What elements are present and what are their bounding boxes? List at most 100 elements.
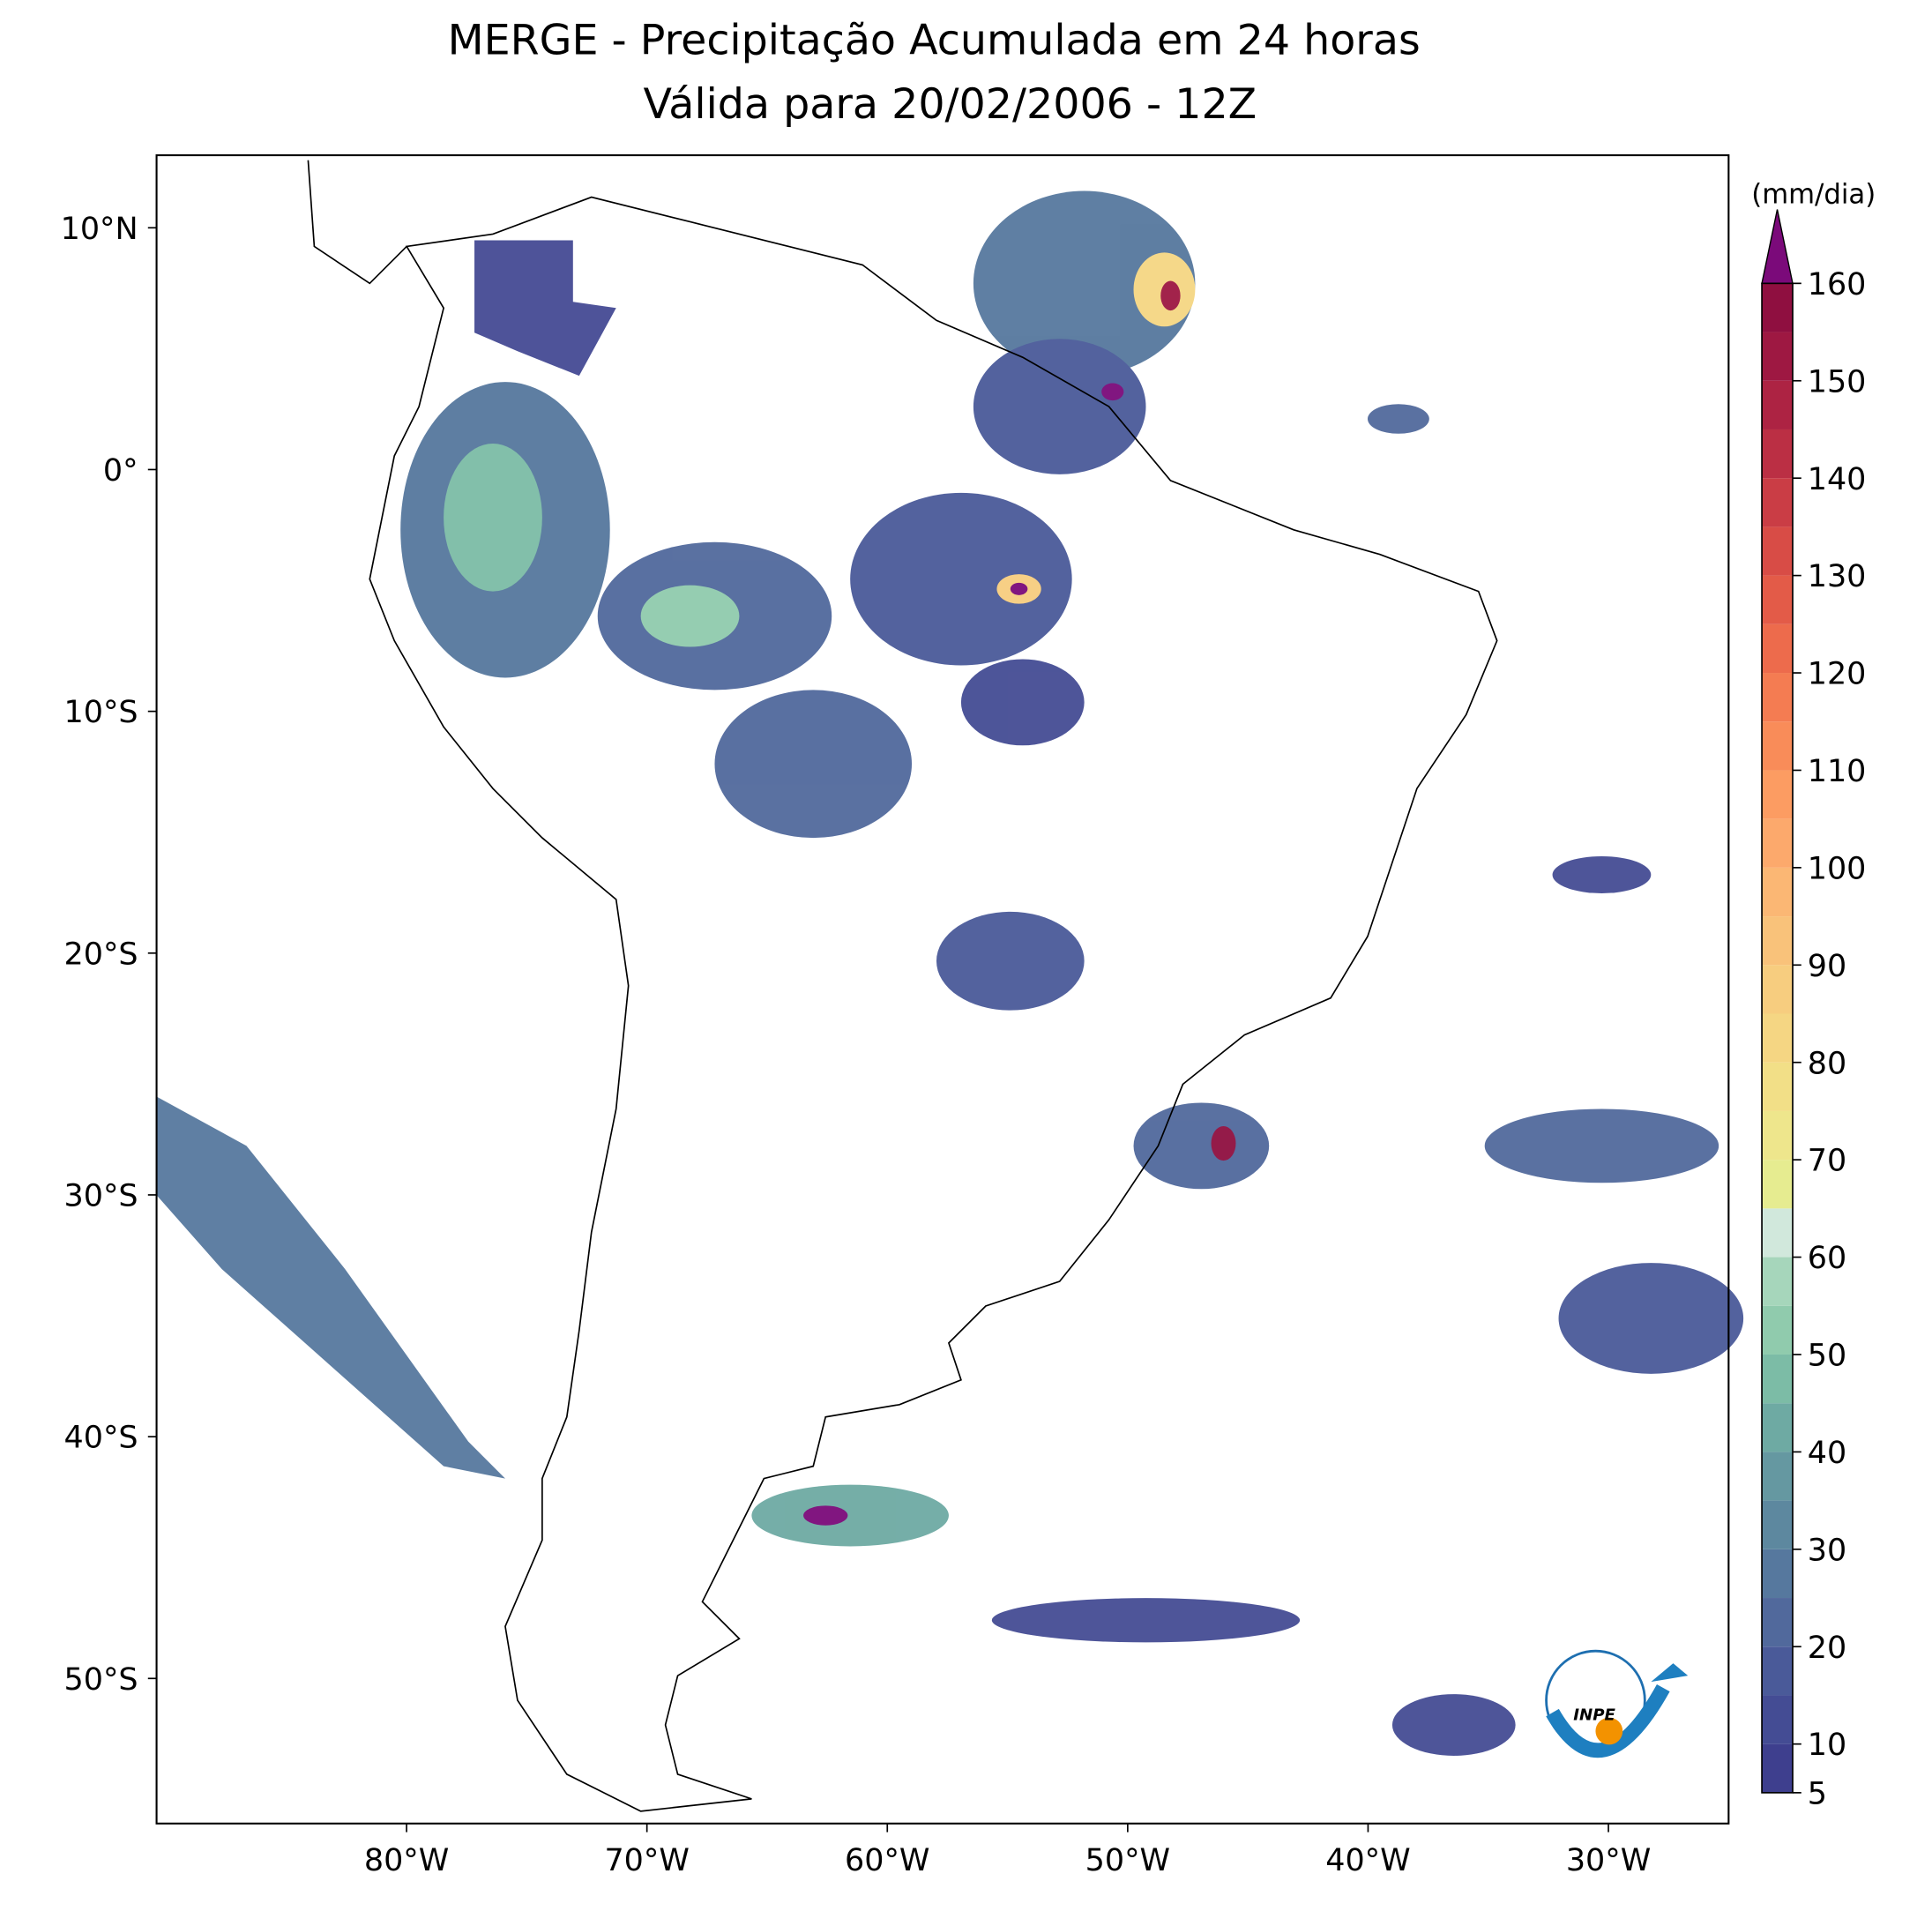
- colorbar-band: [1762, 623, 1793, 674]
- precip-area: [751, 1484, 949, 1547]
- colorbar-band: [1762, 1743, 1793, 1793]
- precip-area: [960, 659, 1085, 746]
- logo-arrowhead: [1651, 1663, 1689, 1683]
- logo-text: INPE: [1573, 1706, 1615, 1724]
- precip-area: [850, 492, 1072, 666]
- chart-subtitle: Válida para 20/02/2006 - 12Z: [643, 80, 1257, 129]
- x-tick-label: 30°W: [1566, 1843, 1651, 1878]
- colorbar-tick-label: 80: [1808, 1046, 1846, 1081]
- x-tick-label: 50°W: [1085, 1843, 1170, 1878]
- colorbar-tick-label: 120: [1808, 657, 1867, 692]
- precip-area: [714, 690, 913, 839]
- precip-area: [973, 190, 1196, 377]
- colorbar-band: [1762, 867, 1793, 917]
- colorbar-band: [1762, 1403, 1793, 1452]
- precip-area: [1101, 383, 1124, 401]
- x-tick-label: 40°W: [1325, 1843, 1410, 1878]
- x-tick-label: 80°W: [364, 1843, 449, 1878]
- map-frame: [155, 153, 1730, 1825]
- colorbar-band: [1762, 526, 1793, 576]
- colorbar-band: [1762, 673, 1793, 722]
- colorbar-band: [1762, 1500, 1793, 1549]
- colorbar-tick-label: 40: [1808, 1436, 1846, 1471]
- colorbar-tick-label: 110: [1808, 754, 1867, 789]
- colorbar-label: (mm/dia): [1751, 179, 1876, 211]
- precip-area: [1133, 1102, 1270, 1190]
- precip-area: [803, 1505, 848, 1526]
- colorbar-tick-label: 150: [1808, 364, 1867, 399]
- colorbar-band: [1762, 721, 1793, 771]
- colorbar-tick-label: 30: [1808, 1533, 1846, 1568]
- precip-area: [1160, 280, 1181, 311]
- colorbar-band: [1762, 1305, 1793, 1355]
- y-tick-label: 0°: [103, 453, 138, 489]
- precip-area: [444, 443, 542, 592]
- colorbar-band: [1762, 1062, 1793, 1111]
- colorbar-band: [1762, 1646, 1793, 1696]
- x-tick-label: 70°W: [604, 1843, 689, 1878]
- precip-area: [1484, 1109, 1719, 1183]
- colorbar-band: [1762, 1160, 1793, 1209]
- colorbar-band: [1762, 1598, 1793, 1647]
- colorbar-band: [1762, 283, 1793, 332]
- chart-title: MERGE - Precipitação Acumulada em 24 hor…: [448, 16, 1421, 64]
- precip-area: [973, 339, 1146, 474]
- colorbar-tick-label: 70: [1808, 1144, 1846, 1179]
- precip-area: [156, 1096, 505, 1479]
- colorbar-band: [1762, 916, 1793, 966]
- precip-area: [1558, 1263, 1744, 1374]
- precip-area: [1010, 582, 1028, 595]
- precip-area: [1552, 856, 1652, 893]
- y-tick-label: 10°N: [61, 212, 138, 247]
- x-tick-label: 60°W: [845, 1843, 929, 1878]
- colorbar-band: [1762, 429, 1793, 479]
- colorbar-band: [1762, 380, 1793, 429]
- precip-area: [1211, 1126, 1236, 1161]
- colorbar-tick-label: 20: [1808, 1631, 1846, 1666]
- colorbar-band: [1762, 332, 1793, 381]
- colorbar-tick-label: 130: [1808, 559, 1867, 594]
- precip-area: [474, 240, 616, 377]
- colorbar-band: [1762, 770, 1793, 819]
- precip-area: [1367, 404, 1429, 434]
- y-tick-label: 20°S: [64, 937, 138, 972]
- precip-area: [936, 911, 1085, 1011]
- colorbar-tick-label: 140: [1808, 462, 1867, 497]
- colorbar-tick-label: 100: [1808, 851, 1867, 886]
- precip-area: [640, 585, 740, 647]
- colorbar-band: [1762, 1452, 1793, 1501]
- colorbar-band: [1762, 1257, 1793, 1306]
- logo-dot: [1595, 1717, 1623, 1745]
- colorbar-tick-label: 50: [1808, 1339, 1846, 1374]
- colorbar-band: [1762, 478, 1793, 527]
- colorbar-band: [1762, 1549, 1793, 1599]
- colorbar-tick-label: 5: [1808, 1776, 1827, 1811]
- colorbar-band: [1762, 965, 1793, 1014]
- colorbar-frame: [1761, 282, 1794, 1794]
- colorbar-band: [1762, 1013, 1793, 1063]
- coastline: [307, 160, 407, 285]
- colorbar-band: [1762, 1110, 1793, 1161]
- precip-fields: [156, 190, 1744, 1756]
- colorbar-tick-label: 90: [1808, 949, 1846, 984]
- colorbar-extend: [1761, 209, 1794, 285]
- y-tick-label: 10°S: [64, 695, 138, 730]
- colorbar-band: [1762, 1354, 1793, 1404]
- colorbar-tick-label: 60: [1808, 1241, 1846, 1276]
- colorbar-band: [1762, 1695, 1793, 1744]
- colorbar-band: [1762, 818, 1793, 868]
- logo-arrow: [1546, 1684, 1670, 1758]
- y-tick-label: 30°S: [64, 1179, 138, 1214]
- precip-area: [991, 1598, 1301, 1643]
- map-background: [156, 155, 1729, 1824]
- colorbar-tick-label: 160: [1808, 267, 1867, 302]
- colorbar-tick-label: 10: [1808, 1728, 1846, 1763]
- colorbar-band: [1762, 575, 1793, 624]
- y-tick-label: 50°S: [64, 1662, 138, 1698]
- colorbar-band: [1762, 1208, 1793, 1258]
- precip-area: [1391, 1694, 1516, 1756]
- y-tick-label: 40°S: [64, 1421, 138, 1456]
- map-area: INPE: [155, 153, 1744, 1825]
